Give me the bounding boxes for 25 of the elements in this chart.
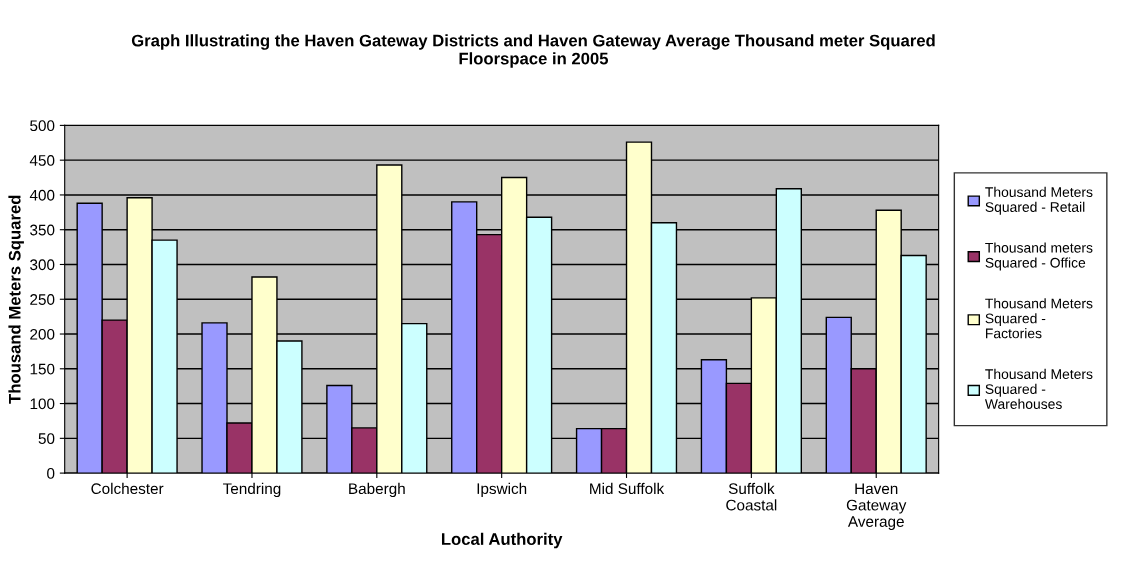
y-tick-label: 500 [30,120,55,132]
x-tick-label: Suffolk Coastal [726,482,777,511]
x-axis-title: Local Authority [441,532,563,549]
x-tick-label: Haven Gateway Average [846,483,907,530]
x-tick-label: Colchester [91,482,164,495]
y-tick-label: 100 [30,398,55,410]
chart-title: Graph Illustrating the Haven Gateway Districts and Haven Gateway Average Thousand meter Squared Floorspace in 2005 [131,34,935,68]
legend-label: Thousand Meters Squared - Factories [985,298,1093,339]
y-tick-label: 200 [30,328,55,340]
x-tick-label: Ipswich [477,482,527,498]
x-tick-label: Mid Suffolk [590,482,665,495]
y-tick-label: 250 [30,294,55,305]
y-tick-label: 50 [38,433,55,445]
y-tick-label: 350 [30,224,55,236]
legend-label: Thousand meters Squared - Office [985,242,1093,271]
x-tick-label: Tendring [223,482,281,498]
y-tick-label: 150 [30,363,55,375]
legend-label: Thousand Meters Squared - Warehouses [984,368,1093,409]
y-tick-label: 450 [29,155,55,166]
x-tick-label: Babergh [349,482,405,498]
legend-label: Thousand Meters Squared - Retail [985,186,1093,215]
y-tick-label: 0 [47,467,55,479]
y-tick-label: 300 [30,259,55,271]
y-tick-label: 400 [29,189,55,201]
y-axis-title: Thousand Meters Squared [8,195,24,404]
